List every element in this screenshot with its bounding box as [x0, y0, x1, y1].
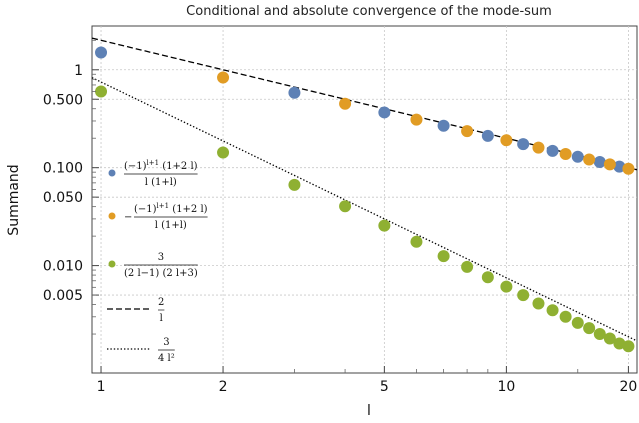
y-tick-label: 0.100	[43, 161, 83, 177]
data-point-series-2	[217, 71, 230, 84]
data-point-series-3	[593, 328, 606, 341]
data-point-series-3	[603, 332, 616, 345]
legend-marker	[108, 212, 116, 220]
data-point-series-3	[288, 178, 301, 191]
y-tick-label: 0.010	[43, 259, 83, 275]
data-point-series-1	[613, 160, 626, 173]
data-point-series-1	[481, 129, 494, 142]
data-point-series-1	[517, 138, 530, 151]
legend-numerator-base: 2	[158, 297, 164, 308]
data-point-series-2	[461, 125, 474, 138]
legend-numerator: (−1)l+1 (1+2 l)	[134, 202, 208, 215]
legend-numerator: (−1)l+1 (1+2 l)	[124, 159, 198, 172]
legend-marker	[108, 260, 116, 268]
data-point-series-3	[613, 337, 626, 350]
grid-lines	[92, 26, 637, 373]
data-point-series-2	[532, 141, 545, 154]
data-point-series-2	[410, 113, 423, 126]
data-point-series-3	[481, 271, 494, 284]
legend-numerator: 3	[158, 252, 164, 263]
legend-numerator-base: (−1)	[124, 161, 147, 172]
x-tick-label: 2	[219, 379, 228, 395]
data-points	[95, 46, 635, 353]
data-point-series-1	[593, 155, 606, 168]
y-tick-label: 0.005	[43, 288, 83, 304]
legend-numerator-exponent: l+1	[147, 159, 160, 167]
legend-denominator: l (1+l)	[145, 177, 177, 188]
data-point-series-1	[571, 150, 584, 163]
legend-denominator: 4 l²	[158, 353, 175, 364]
legend-numerator-base: (−1)	[134, 204, 157, 215]
x-axis-ticks: 1 2 5 10 20	[97, 366, 637, 395]
data-point-series-3	[378, 219, 391, 232]
data-point-series-3	[583, 322, 596, 335]
legend-numerator-base: 3	[158, 252, 164, 263]
data-point-series-3	[339, 200, 352, 213]
legend-numerator-exponent: l+1	[157, 202, 170, 210]
legend-numerator: 2	[158, 297, 164, 308]
legend-numerator-rest: (1+2 l)	[159, 161, 198, 172]
reference-curves	[91, 37, 638, 342]
data-point-series-3	[622, 340, 635, 353]
data-point-series-3	[559, 310, 572, 323]
data-point-series-3	[95, 85, 108, 98]
data-point-series-3	[461, 260, 474, 273]
data-point-series-3	[437, 250, 450, 263]
legend-denominator: l	[160, 313, 163, 324]
legend-denominator: l (1+l)	[155, 220, 187, 231]
x-tick-label: 20	[619, 379, 637, 395]
legend: (−1)l+1 (1+2 l)l (1+l)−(−1)l+1 (1+2 l)l …	[107, 159, 208, 364]
data-point-series-2	[559, 147, 572, 160]
chart-title: Conditional and absolute convergence of …	[186, 4, 552, 19]
data-point-series-2	[622, 162, 635, 175]
x-tick-label: 1	[97, 379, 106, 395]
data-point-series-2	[339, 97, 352, 110]
x-axis-label: l	[367, 403, 371, 419]
data-point-series-2	[500, 134, 513, 147]
x-tick-label: 10	[497, 379, 515, 395]
data-point-series-1	[437, 119, 450, 132]
data-point-series-3	[546, 304, 559, 317]
data-point-series-3	[410, 235, 423, 248]
data-point-series-1	[546, 144, 559, 157]
y-axis-ticks: 1 0.500 0.100 0.050 0.010 0.005	[43, 39, 99, 335]
data-point-series-3	[517, 289, 530, 302]
legend-numerator: 3	[163, 337, 169, 348]
legend-denominator: (2 l−1) (2 l+3)	[124, 268, 198, 279]
data-point-series-1	[95, 46, 108, 59]
curve-3-over-4l2	[91, 77, 638, 342]
legend-numerator-base: 3	[163, 337, 169, 348]
y-tick-label: 0.500	[43, 92, 83, 108]
data-point-series-2	[603, 158, 616, 171]
data-point-series-3	[532, 297, 545, 310]
legend-marker	[108, 169, 116, 177]
plot-frame	[91, 25, 638, 374]
data-point-series-3	[500, 280, 513, 293]
data-point-series-3	[217, 146, 230, 159]
data-point-series-2	[583, 153, 596, 166]
data-point-series-1	[288, 86, 301, 99]
y-tick-label: 1	[74, 63, 83, 79]
data-point-series-1	[378, 106, 391, 119]
y-axis-label: Summand	[6, 164, 22, 235]
legend-numerator-rest: (1+2 l)	[169, 204, 208, 215]
data-point-series-3	[571, 316, 584, 329]
legend-sign: −	[124, 212, 132, 223]
curve-2-over-l	[91, 37, 638, 171]
y-tick-label: 0.050	[43, 190, 83, 206]
x-tick-label: 5	[380, 379, 389, 395]
